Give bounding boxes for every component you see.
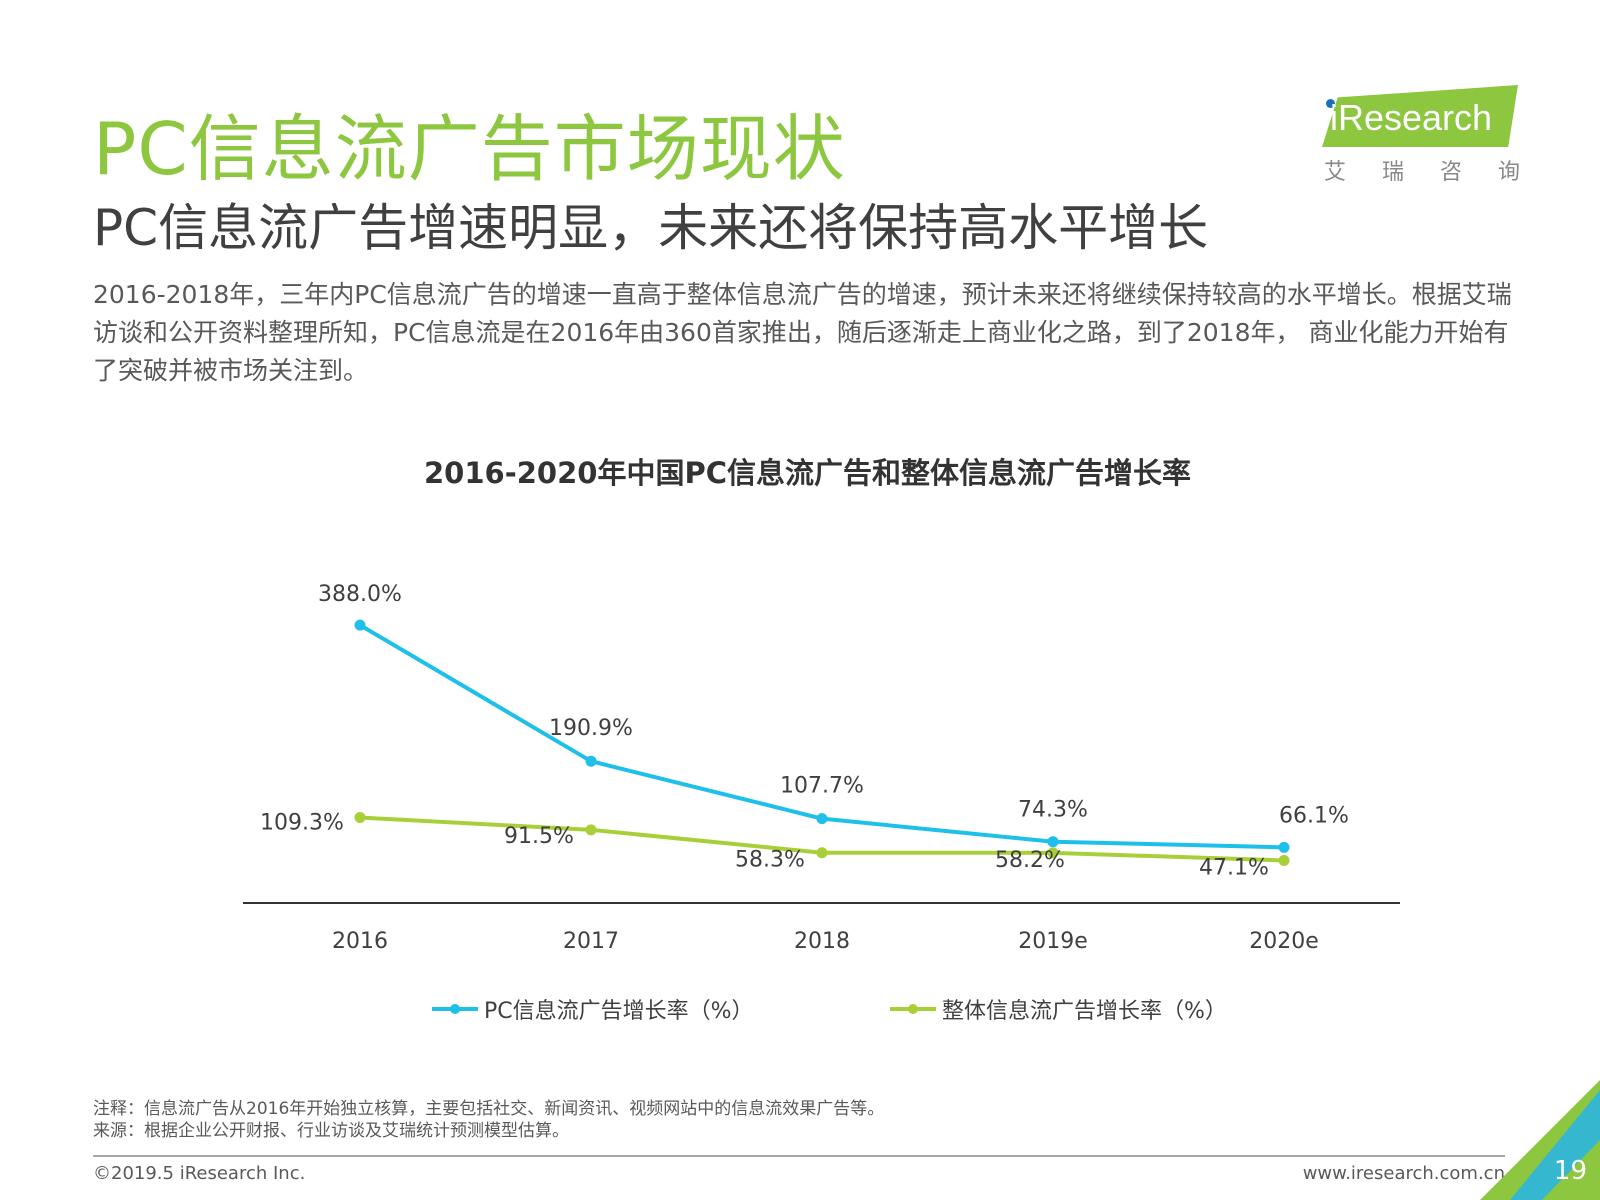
legend-item-overall: 整体信息流广告增长率（%） bbox=[888, 993, 1227, 1025]
x-tick-label: 2018 bbox=[794, 929, 850, 954]
chart-title: 2016-2020年中国PC信息流广告和整体信息流广告增长率 bbox=[424, 456, 1191, 490]
legend-label-overall: 整体信息流广告增长率（%） bbox=[942, 999, 1227, 1024]
logo-cn-char: 询 bbox=[1497, 160, 1520, 185]
data-label-overall: 109.3% bbox=[260, 811, 344, 836]
data-label-overall: 91.5% bbox=[504, 824, 574, 849]
note-text: 注释：信息流广告从2016年开始独立核算，主要包括社交、新闻资讯、视频网站中的信… bbox=[93, 1099, 885, 1119]
x-tick-label: 2017 bbox=[563, 929, 619, 954]
legend-line-icon-pc bbox=[432, 1004, 478, 1014]
legend-item-pc: PC信息流广告增长率（%） bbox=[430, 993, 754, 1025]
legend-line-icon-overall bbox=[890, 1004, 936, 1014]
source-text: 来源：根据企业公开财报、行业访谈及艾瑞统计预测模型估算。 bbox=[93, 1121, 569, 1141]
copyright-text: ©2019.5 iResearch Inc. bbox=[93, 1163, 306, 1184]
chart-notes: 注释：信息流广告从2016年开始独立核算，主要包括社交、新闻资讯、视频网站中的信… bbox=[93, 1098, 884, 1142]
logo-cn-text: 艾 瑞 咨 询 bbox=[1324, 154, 1520, 186]
page-subtitle: PC信息流广告增速明显，未来还将保持高水平增长 bbox=[93, 199, 1209, 257]
legend-label-pc: PC信息流广告增长率（%） bbox=[484, 999, 754, 1024]
logo-cn-char: 瑞 bbox=[1381, 160, 1404, 185]
page-title: PC信息流广告市场现状 bbox=[93, 107, 846, 191]
website-link[interactable]: www.iresearch.com.cn bbox=[1302, 1163, 1505, 1184]
page-number: 19 bbox=[1553, 1156, 1587, 1186]
iresearch-logo: iResearch 艾 瑞 咨 询 bbox=[1316, 85, 1521, 185]
data-label-overall: 58.2% bbox=[995, 848, 1065, 873]
data-label-pc: 74.3% bbox=[1018, 798, 1088, 823]
data-label-pc: 66.1% bbox=[1279, 803, 1349, 828]
growth-rate-line-chart: 2016 2017 2018 2019e 2020e 388.0% 190.9% 107.7%… bbox=[243, 582, 1400, 954]
intro-paragraph: 2016-2018年，三年内PC信息流广告的增速一直高于整体信息流广告的增速，预… bbox=[93, 280, 1512, 385]
data-point-pc bbox=[1047, 836, 1059, 848]
data-label-pc: 107.7% bbox=[780, 774, 864, 799]
logo-cn-char: 咨 bbox=[1439, 160, 1462, 185]
footer-divider bbox=[93, 1155, 1505, 1157]
data-point-overall bbox=[585, 824, 597, 836]
data-label-pc: 190.9% bbox=[549, 716, 633, 741]
data-label-pc: 388.0% bbox=[318, 582, 402, 607]
data-point-overall bbox=[1278, 854, 1290, 866]
data-point-overall bbox=[816, 847, 828, 859]
x-tick-label: 2019e bbox=[1018, 929, 1088, 954]
data-point-overall bbox=[354, 812, 366, 824]
data-point-pc bbox=[585, 755, 597, 767]
corner-decoration bbox=[1480, 1080, 1600, 1200]
x-tick-label: 2016 bbox=[332, 929, 388, 954]
data-point-overall bbox=[1047, 847, 1059, 859]
logo-dot-icon bbox=[1326, 99, 1335, 108]
data-label-overall: 58.3% bbox=[735, 848, 805, 873]
data-point-pc bbox=[1278, 841, 1290, 853]
x-tick-label: 2020e bbox=[1249, 929, 1319, 954]
logo-cn-char: 艾 bbox=[1324, 160, 1347, 185]
logo-text: iResearch bbox=[1330, 97, 1493, 138]
data-label-overall: 47.1% bbox=[1199, 855, 1269, 880]
data-point-pc bbox=[816, 813, 828, 825]
data-point-pc bbox=[354, 619, 366, 631]
